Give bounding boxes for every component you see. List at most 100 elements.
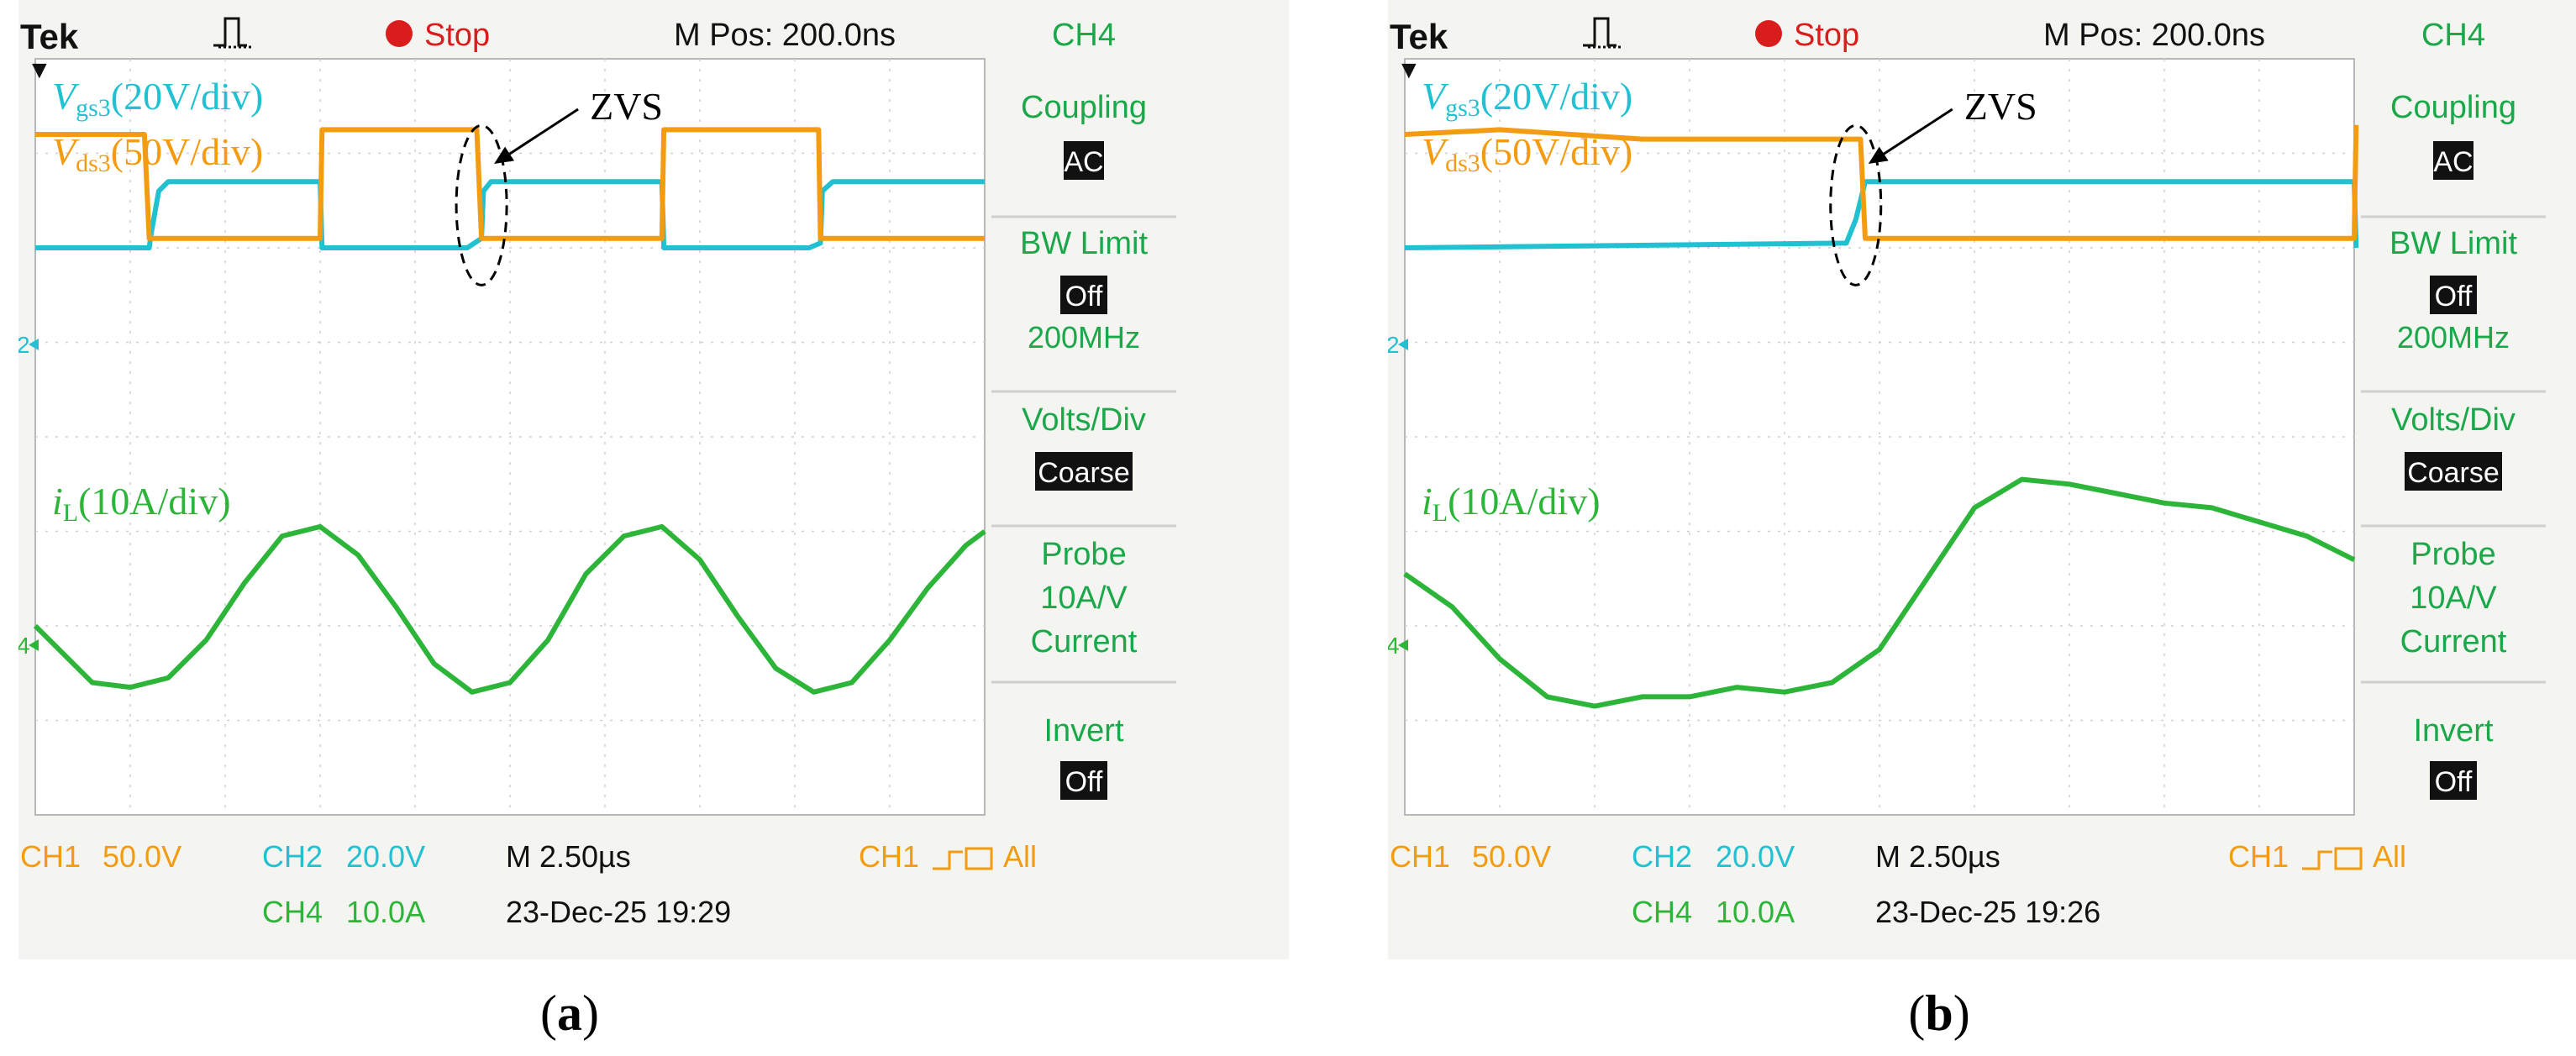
oscilloscope-panel-b: Tek Stop M Pos: 200.0ns CH4 ▼ 2 4 ZVS Vg… <box>1388 0 2576 959</box>
bw-limit-value-box[interactable] <box>2430 276 2477 314</box>
run-state-label: Stop <box>424 18 490 53</box>
waveform-traces <box>1403 124 2359 709</box>
invert-value: Off <box>1065 766 1103 798</box>
m-pos-label: M Pos: 200.0ns <box>2043 18 2265 53</box>
ch1-scale: 50.0V <box>1472 839 1551 874</box>
trace-ch4 <box>33 523 986 695</box>
ch4-name: CH4 <box>262 895 323 929</box>
trigger-pulse-icon <box>1583 17 1623 49</box>
datetime: 23-Dec-25 19:29 <box>506 895 731 929</box>
m-pos-label: M Pos: 200.0ns <box>674 18 896 53</box>
il-label: iL(10A/div) <box>1422 480 1601 527</box>
timebase: M 2.50µs <box>1875 839 2000 874</box>
zvs-arrow <box>1874 108 1953 161</box>
ch4-name: CH4 <box>1632 895 1692 929</box>
probe-ratio: 10A/V <box>1040 581 1128 616</box>
status-footer: CH1 50.0V CH2 20.0V CH4 10.0A M 2.50µs 2… <box>20 839 1037 929</box>
bw-limit-frequency: 200MHz <box>1028 320 1140 355</box>
invert-menu-label: Invert <box>2413 713 2493 749</box>
ch2-marker-arrow-icon <box>29 339 39 350</box>
zvs-label: ZVS <box>590 85 663 128</box>
ch2-scale: 20.0V <box>346 839 425 874</box>
ch4-marker-arrow-icon <box>1398 639 1408 651</box>
subfigure-caption-letter: a <box>557 985 582 1041</box>
trigger-mode: All <box>1003 839 1037 874</box>
trigger-edge-icon <box>933 847 993 870</box>
subfigure-caption-b: (b) <box>1908 985 1970 1041</box>
bw-limit-menu-label: BW Limit <box>2389 226 2517 261</box>
ch2-name: CH2 <box>1632 839 1692 874</box>
trigger-position-icon: ▼ <box>1396 56 1422 84</box>
probe-ratio: 10A/V <box>2410 581 2497 616</box>
trace-ch1 <box>1404 124 2359 241</box>
bw-limit-value: Off <box>2435 281 2473 313</box>
zvs-label: ZVS <box>1964 85 2037 128</box>
volts-div-menu-label: Volts/Div <box>2391 402 2516 438</box>
zvs-arrow <box>500 108 579 161</box>
channel-menu-title: CH4 <box>2421 18 2485 53</box>
coupling-value: AC <box>2433 146 2473 178</box>
probe-menu-label: Probe <box>2410 537 2495 572</box>
probe-type: Current <box>2400 624 2507 659</box>
invert-value-box[interactable] <box>1060 761 1107 800</box>
bw-limit-menu-label: BW Limit <box>1020 226 1148 261</box>
run-state-label: Stop <box>1794 18 1859 53</box>
trigger-source: CH1 <box>859 839 919 874</box>
ch2-scale: 20.0V <box>1716 839 1795 874</box>
trace-ch4 <box>1403 476 2356 709</box>
zvs-highlight-ellipse <box>455 123 508 286</box>
vds3-label: Vds3(50V/div) <box>52 130 263 177</box>
trace-ch1 <box>35 127 985 241</box>
channel-side-menu: Coupling AC BW Limit Off 200MHz Volts/Di… <box>2361 90 2546 800</box>
ch1-name: CH1 <box>1390 839 1450 874</box>
coupling-value: AC <box>1064 146 1103 178</box>
oscilloscope-screen-a: Tek Stop M Pos: 200.0ns CH4 ▼ 2 4 ZVS Vg… <box>18 0 1289 959</box>
trigger-position-icon: ▼ <box>27 56 52 84</box>
ch4-scale: 10.0A <box>346 895 425 929</box>
vgs3-label: Vgs3(20V/div) <box>52 75 263 122</box>
zvs-arrowhead-icon <box>494 146 514 164</box>
volts-div-value-box[interactable] <box>1035 452 1133 491</box>
coupling-value-box[interactable] <box>1064 141 1104 180</box>
brand-label: Tek <box>20 17 79 56</box>
volts-div-menu-label: Volts/Div <box>1022 402 1146 438</box>
ch1-scale: 50.0V <box>103 839 181 874</box>
oscilloscope-panel-a: Tek Stop M Pos: 200.0ns CH4 ▼ 2 4 ZVS Vg… <box>18 0 1289 959</box>
invert-value: Off <box>2435 766 2473 798</box>
stop-indicator-icon <box>1755 20 1782 47</box>
ch1-name: CH1 <box>20 839 81 874</box>
probe-menu-label: Probe <box>1041 537 1126 572</box>
stop-indicator-icon <box>386 20 413 47</box>
oscilloscope-screen-b: Tek Stop M Pos: 200.0ns CH4 ▼ 2 4 ZVS Vg… <box>1388 0 2576 959</box>
ch2-marker: 2 <box>18 332 30 358</box>
subfigure-caption-letter: b <box>1925 985 1953 1041</box>
bw-limit-value-box[interactable] <box>1060 276 1107 314</box>
ch4-scale: 10.0A <box>1716 895 1795 929</box>
waveform-traces <box>33 127 986 695</box>
volts-div-value: Coarse <box>2407 457 2500 489</box>
coupling-menu-label: Coupling <box>1021 90 1147 125</box>
vds3-label: Vds3(50V/div) <box>1422 130 1632 177</box>
trigger-pulse-icon <box>213 17 254 49</box>
status-footer: CH1 50.0V CH2 20.0V CH4 10.0A M 2.50µs 2… <box>1390 839 2406 929</box>
coupling-menu-label: Coupling <box>2390 90 2516 125</box>
volts-div-value: Coarse <box>1038 457 1130 489</box>
ch4-marker: 4 <box>18 633 30 659</box>
invert-value-box[interactable] <box>2430 761 2477 800</box>
bw-limit-frequency: 200MHz <box>2397 320 2510 355</box>
probe-type: Current <box>1031 624 1138 659</box>
timebase: M 2.50µs <box>506 839 631 874</box>
invert-menu-label: Invert <box>1044 713 1123 749</box>
brand-label: Tek <box>1390 17 1448 56</box>
channel-side-menu: Coupling AC BW Limit Off 200MHz Volts/Di… <box>991 90 1176 800</box>
ch2-name: CH2 <box>262 839 323 874</box>
volts-div-value-box[interactable] <box>2405 452 2502 491</box>
subfigure-caption-a: (a) <box>540 985 599 1041</box>
zvs-arrowhead-icon <box>1868 146 1889 164</box>
zvs-highlight-ellipse <box>1829 123 1883 286</box>
coupling-value-box[interactable] <box>2433 141 2473 180</box>
trigger-source: CH1 <box>2228 839 2289 874</box>
ch4-marker-arrow-icon <box>29 639 39 651</box>
bw-limit-value: Off <box>1065 281 1103 313</box>
ch4-marker: 4 <box>1388 633 1400 659</box>
